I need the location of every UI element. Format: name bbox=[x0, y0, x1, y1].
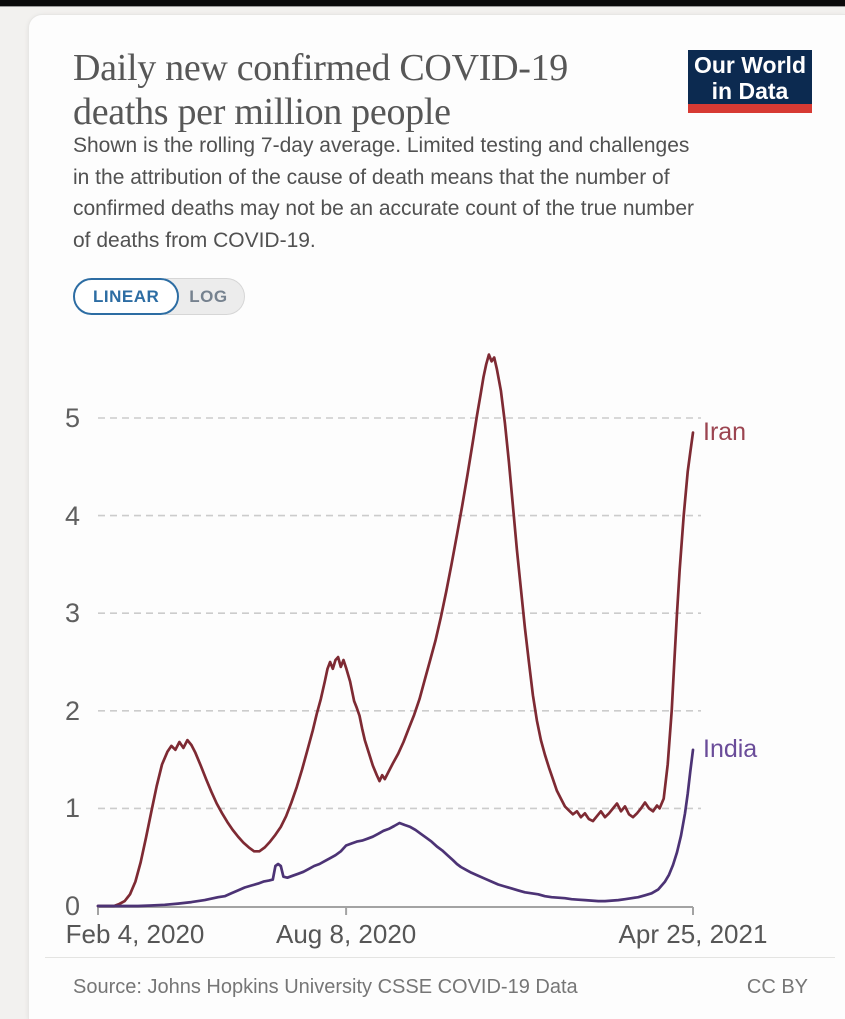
linear-scale-button[interactable]: LINEAR bbox=[73, 278, 180, 315]
y-axis-tick-label: 5 bbox=[64, 403, 80, 433]
owid-logo-line2: in Data bbox=[711, 78, 789, 104]
y-axis-tick-label: 4 bbox=[64, 500, 80, 531]
source-text: Source: Johns Hopkins University CSSE CO… bbox=[73, 976, 578, 998]
y-axis-tick-label: 2 bbox=[64, 695, 80, 726]
chart-card bbox=[28, 14, 845, 1019]
series-line-iran bbox=[96, 353, 695, 908]
top-bar bbox=[0, 0, 845, 7]
owid-logo-line1: Our World bbox=[693, 52, 806, 78]
footer-divider bbox=[45, 957, 835, 958]
x-axis-tick-label: Feb 4, 2020 bbox=[65, 919, 205, 949]
owid-logo[interactable]: Our World in Data bbox=[688, 50, 812, 113]
scale-toggle: LINEAR LOG bbox=[73, 278, 245, 315]
y-axis-tick-label: 0 bbox=[64, 891, 80, 921]
y-axis-tick-label: 3 bbox=[64, 598, 80, 629]
x-axis-tick-label: Apr 25, 2021 bbox=[618, 919, 768, 949]
series-line-india bbox=[96, 748, 695, 908]
series-label-india[interactable]: India bbox=[703, 734, 758, 763]
owid-logo-text: Our World in Data bbox=[688, 50, 812, 104]
license-link[interactable]: CC BY bbox=[746, 976, 808, 998]
owid-logo-red-bar bbox=[688, 104, 812, 113]
x-axis-tick-label: Aug 8, 2020 bbox=[276, 919, 417, 949]
chart-subtitle: Shown is the rolling 7-day average. Limi… bbox=[73, 134, 695, 252]
page-title: Daily new confirmed COVID-19 deaths per … bbox=[73, 47, 568, 134]
y-axis-tick-label: 1 bbox=[64, 793, 80, 824]
series-label-iran[interactable]: Iran bbox=[703, 417, 747, 446]
